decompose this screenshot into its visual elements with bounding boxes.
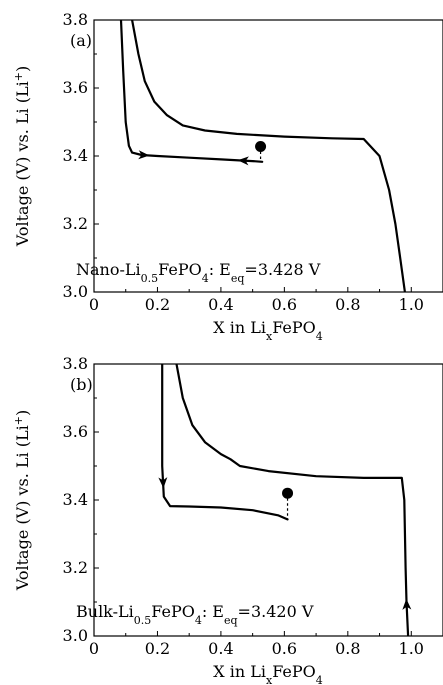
x-tick-label: 0 <box>89 295 99 314</box>
x-tick-label: 0.2 <box>145 295 170 314</box>
y-tick-label: 3.0 <box>63 626 88 645</box>
y-tick-label: 3.8 <box>63 354 88 373</box>
y-axis-ticks: 3.0 3.2 3.4 3.6 3.8 <box>63 10 99 301</box>
x-axis-label: X in LixFePO4 <box>213 662 323 685</box>
x-tick-label: 1.0 <box>399 639 424 658</box>
x-tick-label: 0.8 <box>335 295 360 314</box>
direction-arrowhead <box>138 150 150 160</box>
y-tick-label: 3.8 <box>63 10 88 29</box>
x-axis-ticks: 0 0.2 0.4 0.6 0.8 1.0 <box>89 287 443 314</box>
y-axis-label: Voltage (V) vs. Li (Li+) <box>12 410 33 591</box>
x-tick-label: 0 <box>89 639 99 658</box>
equilibrium-annotation: Bulk-Li0.5FePO4: Eeq=3.420 V <box>76 602 314 627</box>
equilibrium-marker <box>255 140 267 162</box>
curves <box>119 20 406 292</box>
voltage-curve-1 <box>131 20 406 292</box>
panel-label: (b) <box>70 375 93 394</box>
y-tick-label: 3.4 <box>63 490 88 509</box>
panel-b-chart: 0 0.2 0.4 0.6 0.8 1.0 3.0 3.2 3.4 3.6 3.8 (b) Bul… <box>12 354 443 685</box>
y-axis-label: Voltage (V) vs. Li (Li+) <box>12 66 33 247</box>
direction-arrowhead <box>237 156 249 166</box>
equilibrium-point <box>255 140 267 152</box>
y-tick-label: 3.0 <box>63 282 88 301</box>
equilibrium-annotation: Nano-Li0.5FePO4: Eeq=3.428 V <box>76 260 321 285</box>
x-tick-label: 0.4 <box>208 295 233 314</box>
voltage-curve-2 <box>119 20 264 163</box>
y-axis-ticks: 3.0 3.2 3.4 3.6 3.8 <box>63 354 99 645</box>
direction-arrowhead <box>402 598 412 610</box>
plot-frame <box>93 363 443 637</box>
x-tick-label: 0.6 <box>272 639 297 658</box>
x-axis-ticks: 0 0.2 0.4 0.6 0.8 1.0 <box>89 631 443 658</box>
direction-arrowhead <box>158 477 168 489</box>
voltage-curve-1 <box>175 364 410 636</box>
y-tick-label: 3.6 <box>63 78 88 97</box>
voltage-curve-2 <box>161 364 289 521</box>
x-tick-label: 0.8 <box>335 639 360 658</box>
x-axis-label: X in LixFePO4 <box>213 318 323 343</box>
equilibrium-point <box>282 487 294 499</box>
y-tick-label: 3.4 <box>63 146 88 165</box>
x-tick-label: 1.0 <box>399 295 424 314</box>
panel-label: (a) <box>70 31 92 50</box>
x-tick-label: 0.6 <box>272 295 297 314</box>
panel-a-chart: 0 0.2 0.4 0.6 0.8 1.0 3.0 3.2 3.4 3.6 3.8 (a) Nan… <box>12 10 443 343</box>
x-tick-label: 0.4 <box>208 639 233 658</box>
y-tick-label: 3.2 <box>63 558 88 577</box>
y-tick-label: 3.2 <box>63 214 88 233</box>
x-tick-label: 0.2 <box>145 639 170 658</box>
curves <box>158 364 412 636</box>
y-tick-label: 3.6 <box>63 422 88 441</box>
equilibrium-marker <box>282 487 294 520</box>
